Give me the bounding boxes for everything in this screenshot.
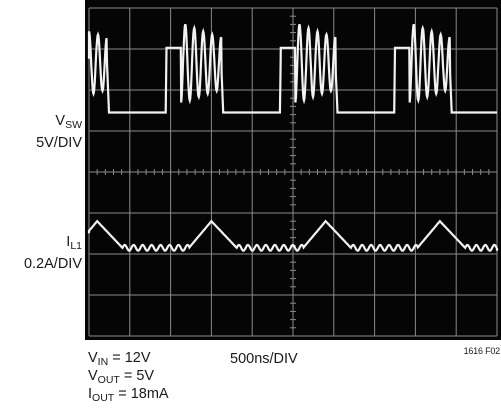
oscilloscope-screen	[85, 0, 501, 340]
condition-vout: VOUT = 5V	[88, 368, 155, 386]
figure-id: 1616 F02	[463, 346, 501, 356]
vsw-scale: 5V/DIV	[36, 135, 82, 151]
vsw-channel-label: VSW 5V/DIV	[2, 112, 82, 152]
il1-scale: 0.2A/DIV	[23, 256, 82, 272]
condition-vin: VIN = 12V	[88, 350, 151, 368]
timebase-label: 500ns/DIV	[230, 351, 298, 367]
il1-trace	[87, 219, 499, 252]
il1-channel-label: IL1 0.2A/DIV	[2, 233, 82, 273]
vsw-trace	[87, 24, 497, 114]
condition-iout: IOUT = 18mA	[88, 386, 169, 404]
